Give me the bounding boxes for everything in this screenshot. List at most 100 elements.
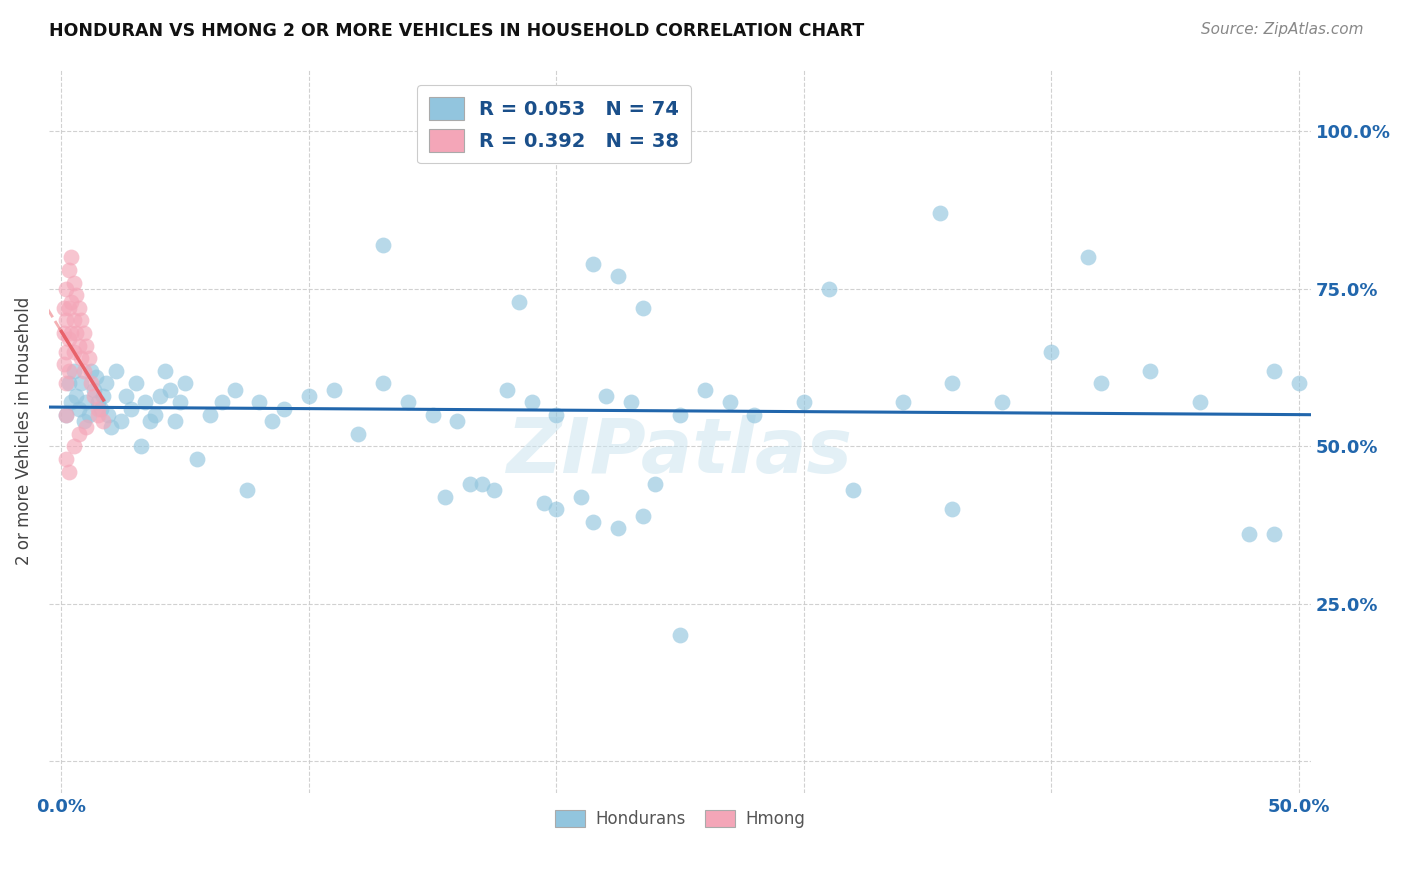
Point — [891, 395, 914, 409]
Point — [55, 313, 77, 327]
Point — [110, 414, 132, 428]
Point — [52, 301, 75, 315]
Point — [104, 364, 127, 378]
Point — [495, 383, 517, 397]
Point — [72, 414, 94, 428]
Point — [55, 376, 77, 391]
Point — [582, 257, 605, 271]
Point — [93, 414, 115, 428]
Point — [60, 326, 83, 340]
Point — [62, 344, 84, 359]
Point — [62, 364, 84, 378]
Point — [70, 313, 93, 327]
Point — [67, 426, 90, 441]
Text: HONDURAN VS HMONG 2 OR MORE VEHICLES IN HOUSEHOLD CORRELATION CHART: HONDURAN VS HMONG 2 OR MORE VEHICLES IN … — [49, 22, 865, 40]
Point — [72, 364, 94, 378]
Point — [842, 483, 865, 498]
Point — [114, 389, 136, 403]
Point — [77, 408, 100, 422]
Point — [236, 483, 259, 498]
Point — [484, 483, 506, 498]
Point — [55, 451, 77, 466]
Point — [198, 408, 221, 422]
Point — [693, 383, 716, 397]
Point — [87, 401, 110, 416]
Point — [58, 332, 80, 346]
Point — [139, 414, 162, 428]
Point — [60, 395, 83, 409]
Point — [58, 364, 80, 378]
Point — [80, 376, 103, 391]
Point — [60, 251, 83, 265]
Point — [52, 358, 75, 372]
Text: Source: ZipAtlas.com: Source: ZipAtlas.com — [1201, 22, 1364, 37]
Point — [120, 401, 142, 416]
Point — [1040, 344, 1063, 359]
Point — [433, 490, 456, 504]
Point — [619, 395, 641, 409]
Point — [62, 276, 84, 290]
Point — [62, 313, 84, 327]
Point — [595, 389, 617, 403]
Point — [87, 395, 110, 409]
Point — [669, 408, 692, 422]
Point — [87, 408, 110, 422]
Point — [396, 395, 419, 409]
Point — [55, 408, 77, 422]
Point — [1188, 395, 1211, 409]
Point — [134, 395, 156, 409]
Point — [569, 490, 592, 504]
Point — [1139, 364, 1161, 378]
Point — [65, 389, 87, 403]
Point — [1077, 251, 1099, 265]
Point — [84, 370, 107, 384]
Point — [55, 344, 77, 359]
Point — [65, 326, 87, 340]
Point — [186, 451, 208, 466]
Point — [169, 395, 191, 409]
Point — [124, 376, 146, 391]
Point — [75, 395, 97, 409]
Point — [793, 395, 815, 409]
Point — [70, 351, 93, 366]
Point — [1263, 527, 1285, 541]
Point — [607, 269, 630, 284]
Point — [77, 351, 100, 366]
Point — [247, 395, 270, 409]
Point — [631, 301, 654, 315]
Point — [533, 496, 555, 510]
Point — [607, 521, 630, 535]
Point — [83, 389, 105, 403]
Point — [929, 206, 952, 220]
Point — [742, 408, 765, 422]
Point — [582, 515, 605, 529]
Point — [817, 282, 839, 296]
Point — [129, 439, 152, 453]
Point — [75, 338, 97, 352]
Point — [75, 420, 97, 434]
Y-axis label: 2 or more Vehicles in Household: 2 or more Vehicles in Household — [15, 296, 32, 565]
Point — [1090, 376, 1112, 391]
Point — [94, 376, 117, 391]
Point — [1288, 376, 1310, 391]
Point — [422, 408, 444, 422]
Point — [941, 376, 963, 391]
Text: ZIPatlas: ZIPatlas — [508, 416, 853, 490]
Point — [72, 326, 94, 340]
Point — [60, 294, 83, 309]
Point — [991, 395, 1014, 409]
Point — [520, 395, 543, 409]
Point — [224, 383, 246, 397]
Point — [67, 301, 90, 315]
Point — [83, 383, 105, 397]
Legend: Hondurans, Hmong: Hondurans, Hmong — [548, 804, 811, 835]
Point — [58, 465, 80, 479]
Point — [298, 389, 321, 403]
Point — [155, 364, 177, 378]
Point — [145, 408, 167, 422]
Point — [446, 414, 468, 428]
Point — [1263, 364, 1285, 378]
Point — [67, 338, 90, 352]
Point — [58, 376, 80, 391]
Point — [508, 294, 530, 309]
